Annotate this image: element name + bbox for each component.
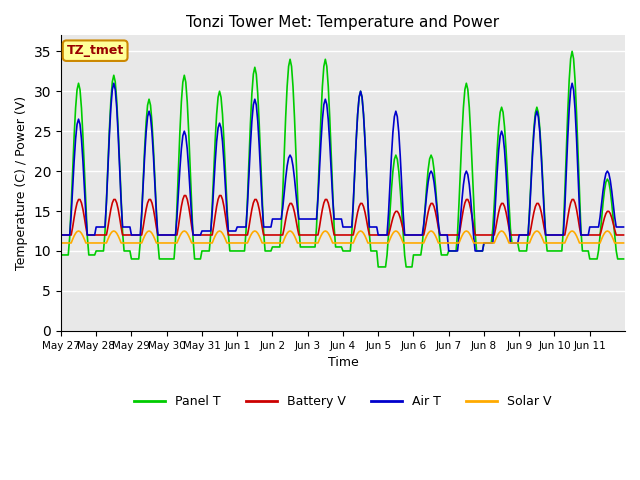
Solar V (620, 240, 627, 246)
Line: Battery V: Battery V (61, 195, 623, 235)
Panel T (618, 256, 626, 262)
Y-axis label: Temperature (C) / Power (V): Temperature (C) / Power (V) (15, 96, 28, 270)
Text: TZ_tmet: TZ_tmet (67, 44, 124, 57)
Air T (545, 232, 552, 238)
Panel T (374, 264, 382, 270)
Panel T (460, 105, 467, 110)
Panel T (94, 248, 102, 254)
Solar V (57, 240, 65, 246)
Panel T (620, 256, 627, 262)
Battery V (543, 232, 551, 238)
Battery V (57, 232, 65, 238)
Line: Solar V: Solar V (61, 231, 623, 243)
Battery V (348, 232, 356, 238)
Battery V (620, 232, 627, 238)
Air T (618, 224, 626, 230)
Panel T (57, 252, 65, 258)
Line: Panel T: Panel T (61, 51, 623, 267)
Title: Tonzi Tower Met: Temperature and Power: Tonzi Tower Met: Temperature and Power (186, 15, 499, 30)
Air T (57, 232, 65, 238)
Air T (620, 224, 627, 230)
Air T (445, 248, 452, 254)
Solar V (77, 230, 85, 236)
Legend: Panel T, Battery V, Air T, Solar V: Panel T, Battery V, Air T, Solar V (129, 390, 557, 413)
Panel T (543, 248, 551, 254)
Solar V (543, 240, 551, 246)
Solar V (95, 240, 103, 246)
Air T (348, 224, 356, 230)
Line: Air T: Air T (61, 83, 623, 251)
Battery V (94, 232, 102, 238)
Panel T (568, 48, 576, 54)
Air T (110, 80, 118, 86)
Battery V (460, 206, 467, 212)
Battery V (217, 192, 225, 198)
Solar V (348, 240, 356, 246)
Battery V (76, 197, 84, 203)
Air T (461, 172, 468, 178)
Solar V (75, 228, 83, 234)
Battery V (617, 232, 625, 238)
Panel T (346, 248, 354, 254)
Air T (76, 121, 84, 127)
Air T (94, 224, 102, 230)
Solar V (617, 240, 625, 246)
X-axis label: Time: Time (328, 356, 358, 369)
Panel T (76, 87, 84, 93)
Solar V (460, 230, 467, 236)
